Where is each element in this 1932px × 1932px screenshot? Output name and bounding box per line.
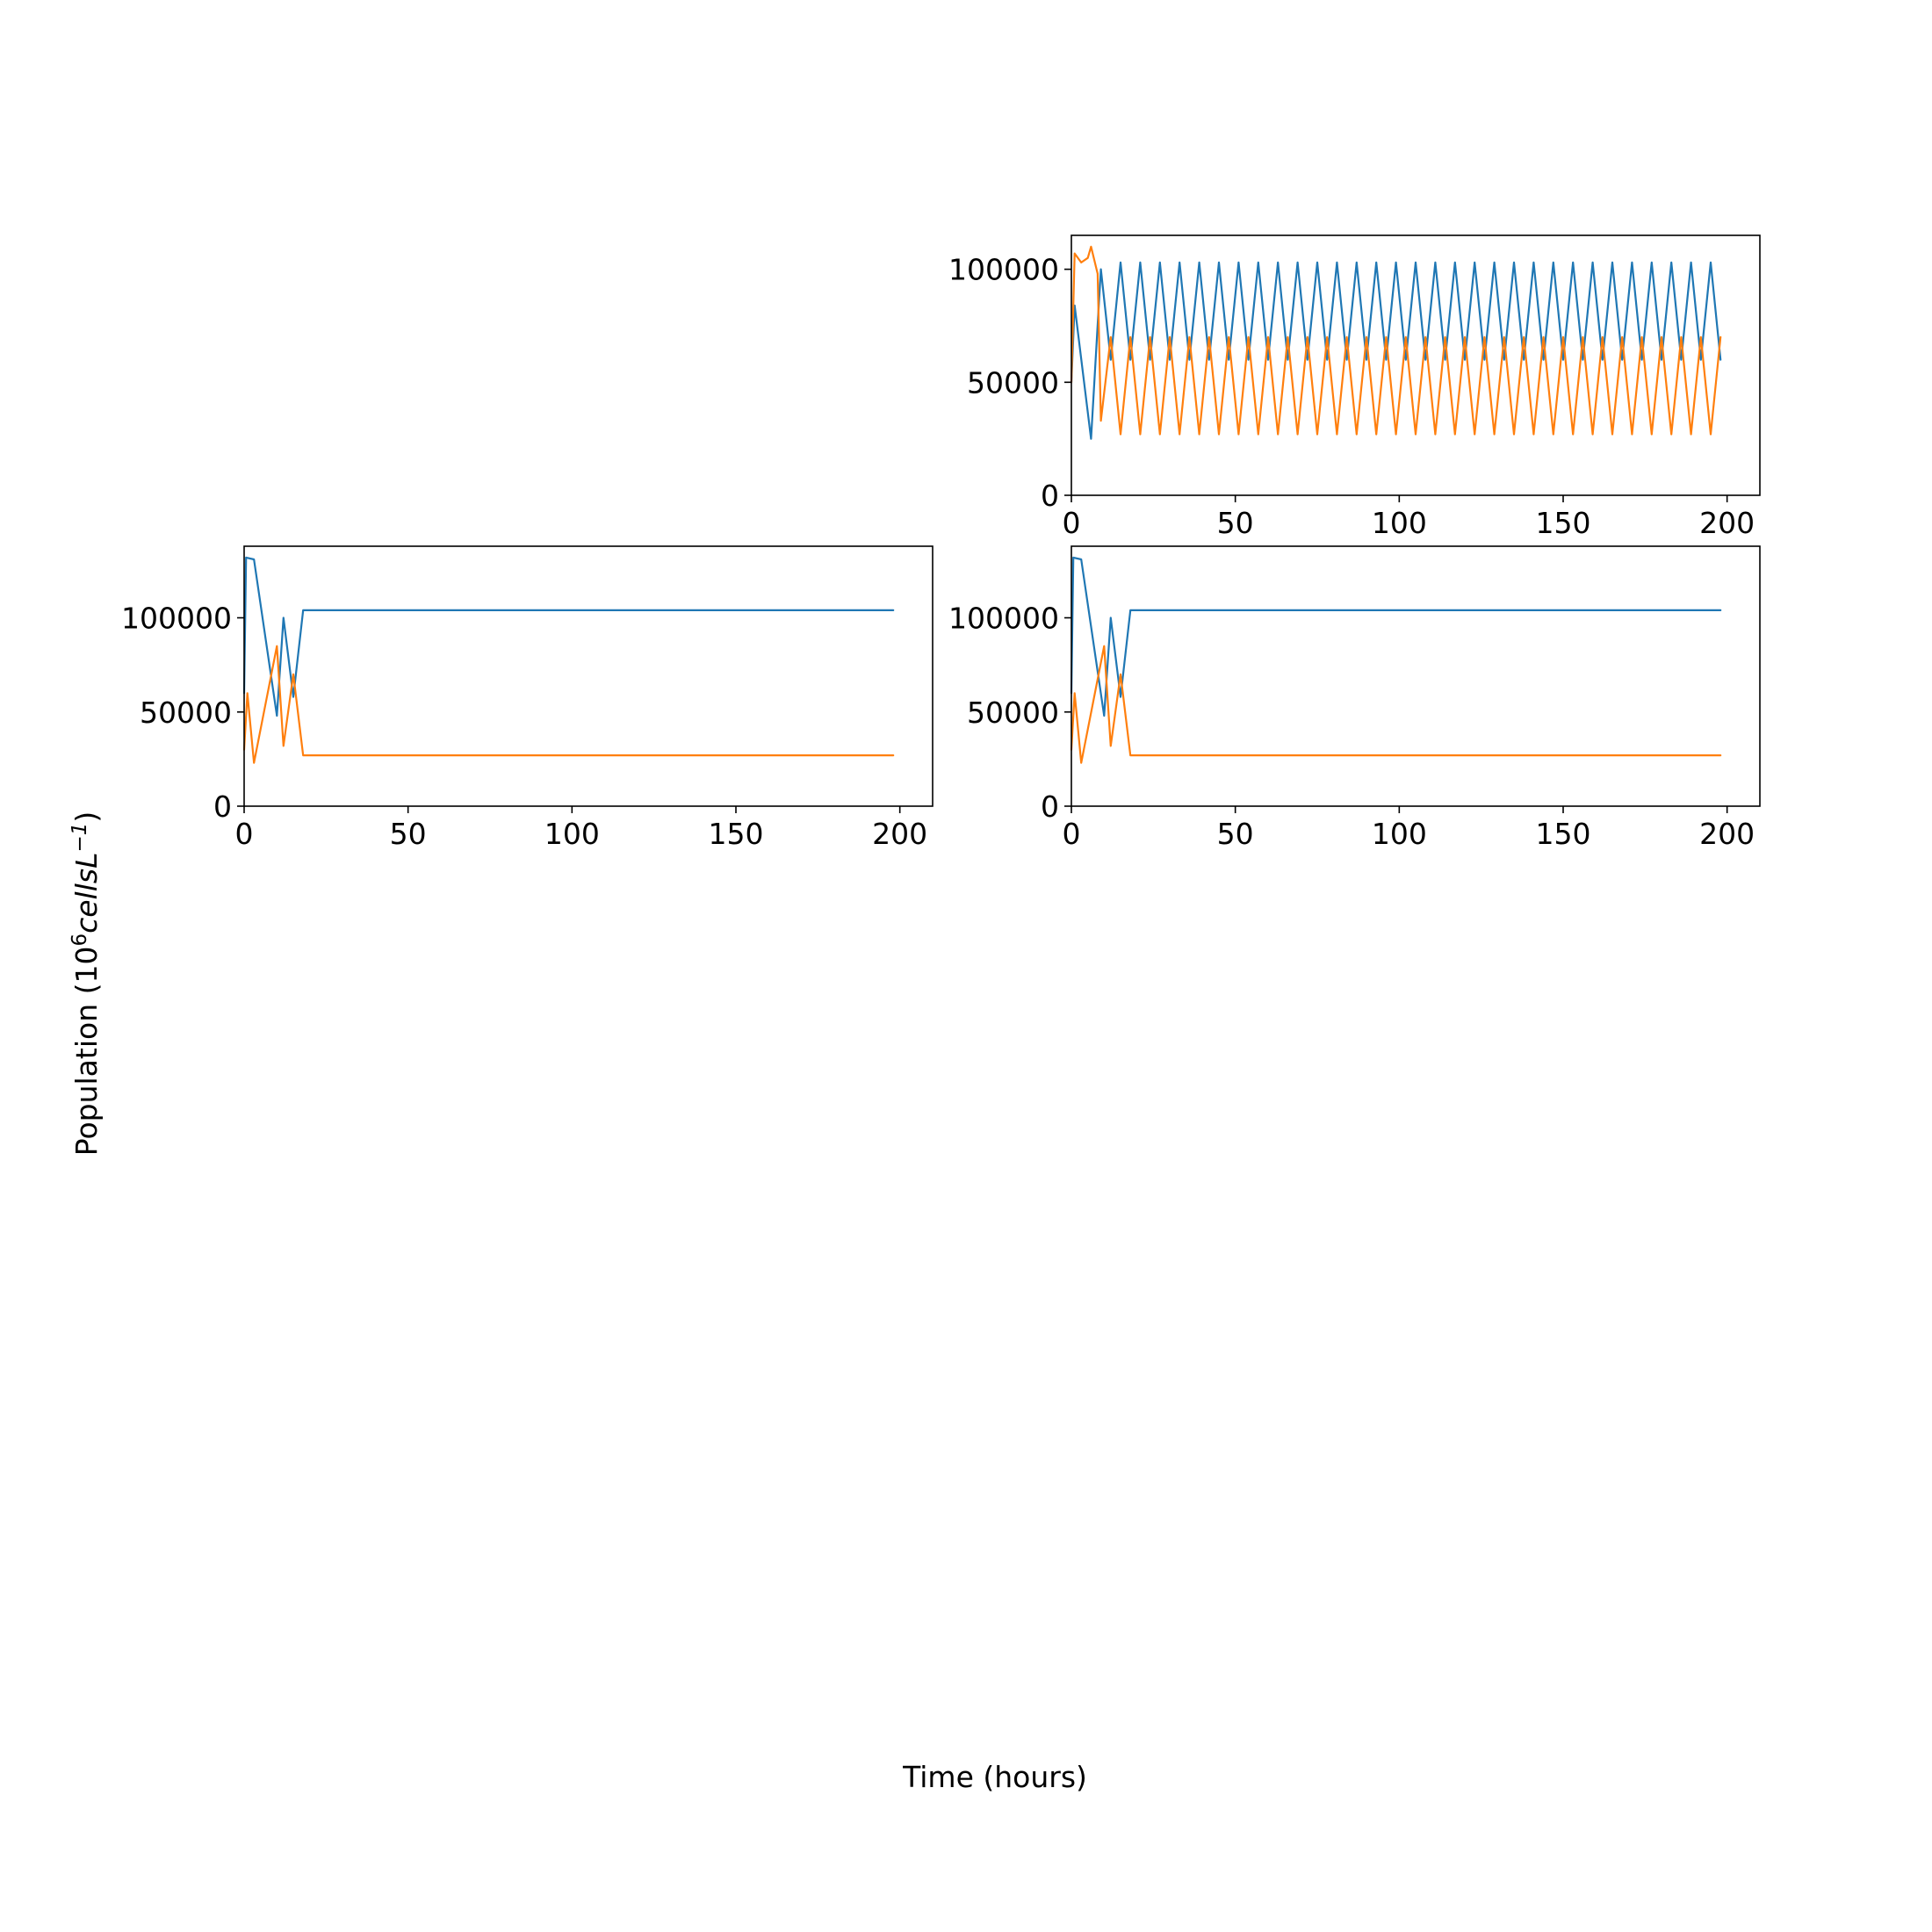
x-tick-label: 150 (709, 817, 764, 851)
plot-frame (243, 545, 934, 807)
x-axis-title: Time (hours) (902, 1760, 1087, 1794)
y-axis-title-unit: cellsL (69, 853, 104, 934)
plot-frame (1071, 234, 1761, 496)
subplot-bottom-right: 0 50 100 150 200 0 50000 100000 (948, 545, 1761, 851)
y-tick-label: 50000 (967, 365, 1059, 400)
x-tick-label: 100 (544, 817, 600, 851)
x-tick-label: 50 (390, 817, 427, 851)
series-line-1 (1070, 556, 1722, 717)
y-axis-title-suffix: ) (69, 811, 104, 823)
series-line-1 (242, 556, 895, 717)
x-tick-label: 0 (1063, 506, 1081, 540)
subplot-top-right: 0 50 100 150 200 0 50000 100000 (948, 234, 1761, 540)
y-axis-title-exponent: 6 (68, 934, 91, 947)
y-tick-label: 100000 (948, 602, 1059, 636)
x-tick-label: 150 (1536, 817, 1591, 851)
y-axis-title: Population (106cellsL−1) (68, 811, 104, 1157)
y-tick-label: 0 (213, 789, 232, 824)
x-tick-label: 0 (235, 817, 254, 851)
plot-frame (1071, 545, 1761, 807)
x-tick-label: 200 (872, 817, 927, 851)
y-tick-label: 50000 (967, 696, 1059, 730)
y-axis-title-unit-exponent: −1 (68, 823, 91, 853)
y-axis-title-prefix: Population (10 (69, 947, 104, 1157)
x-tick-label: 100 (1372, 506, 1427, 540)
x-tick-label: 150 (1536, 506, 1591, 540)
y-tick-label: 100000 (121, 602, 232, 636)
x-tick-label: 0 (1063, 817, 1081, 851)
subplot-bottom-left: 0 50 100 150 200 0 50000 100000 (121, 545, 934, 851)
y-tick-label: 0 (1041, 479, 1059, 513)
x-tick-label: 100 (1372, 817, 1427, 851)
y-tick-label: 50000 (140, 696, 232, 730)
y-tick-label: 100000 (948, 253, 1059, 287)
series-line-2 (242, 645, 895, 764)
y-tick-label: 0 (1041, 789, 1059, 824)
x-tick-label: 50 (1217, 817, 1254, 851)
x-tick-label: 50 (1217, 506, 1254, 540)
series-line-2 (1070, 645, 1722, 764)
x-tick-label: 200 (1699, 506, 1755, 540)
series-line-2 (1070, 245, 1722, 436)
x-tick-label: 200 (1699, 817, 1755, 851)
series-line-1 (1070, 261, 1722, 440)
